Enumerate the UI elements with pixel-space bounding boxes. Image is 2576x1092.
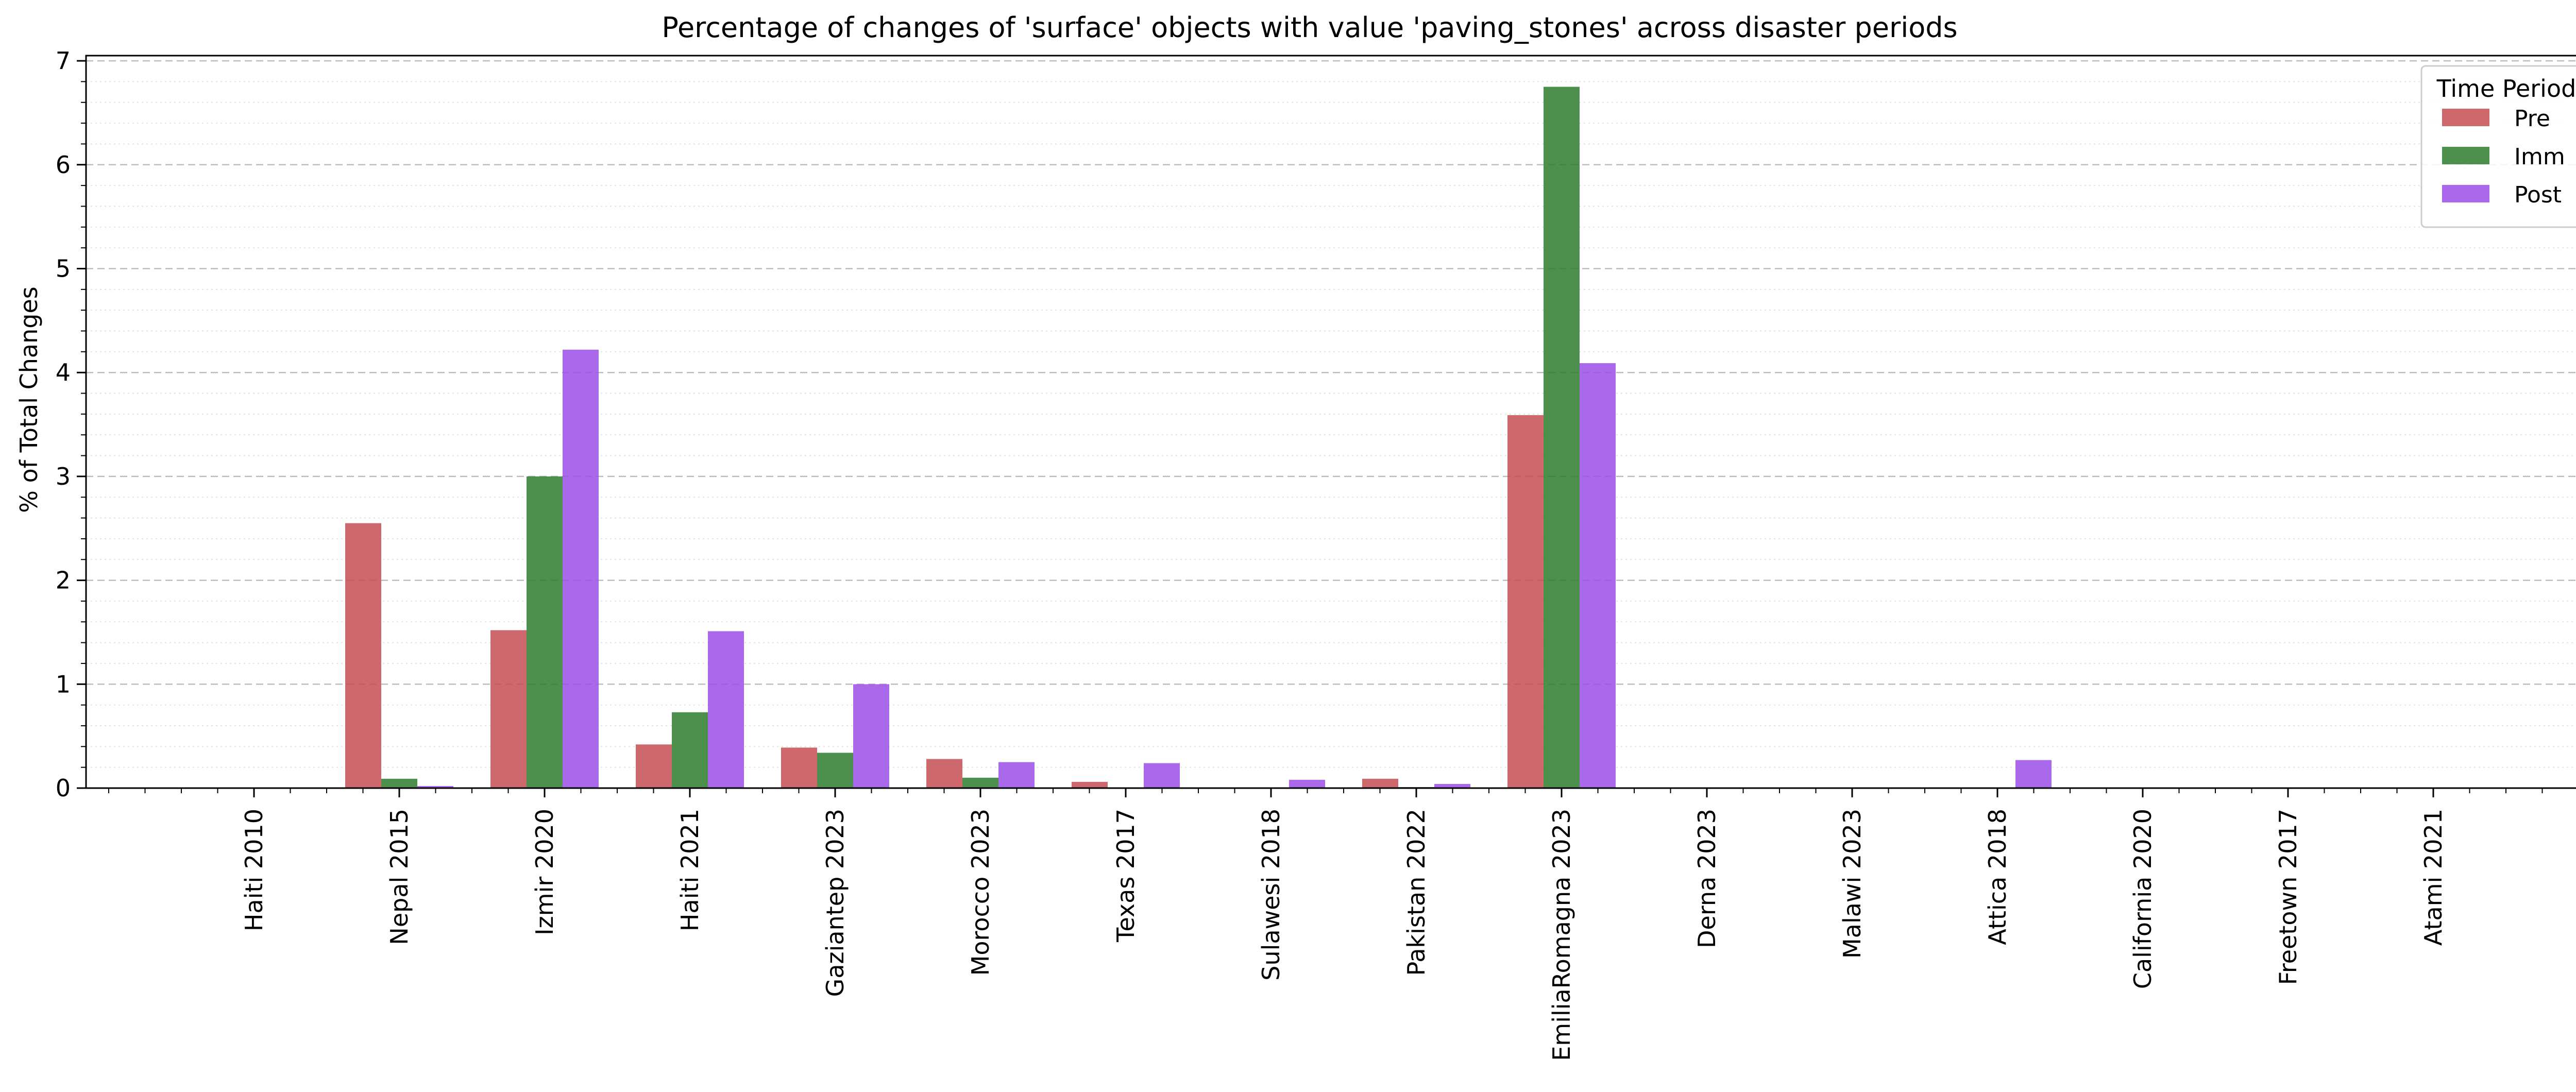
bar-post	[853, 684, 889, 788]
legend-swatch-pre	[2442, 109, 2489, 126]
x-tick-label: Haiti 2010	[240, 809, 268, 931]
legend: Time Period Pre Imm Post	[2420, 65, 2576, 228]
bar-post	[2015, 760, 2052, 788]
x-tick-label: Izmir 2020	[531, 809, 558, 935]
bar-pre	[1507, 415, 1544, 788]
grid-lines	[86, 60, 2576, 768]
legend-label-pre: Pre	[2514, 106, 2550, 132]
y-tick-label: 7	[56, 47, 71, 75]
y-axis: 0 1 2 3 4 5 6 7	[56, 47, 86, 802]
y-tick-label: 3	[56, 463, 71, 490]
x-axis: Haiti 2010 Nepal 2015 Izmir 2020 Haiti 2021…	[108, 788, 2543, 1061]
y-tick-label: 1	[56, 670, 71, 698]
x-tick-label: Texas 2017	[1112, 809, 1140, 943]
legend-swatch-post	[2442, 185, 2489, 202]
x-tick-label: Malawi 2023	[1838, 809, 1866, 959]
bar-imm	[527, 476, 563, 788]
x-tick-label: Atami 2021	[2419, 809, 2447, 946]
bar-pre	[636, 744, 672, 788]
x-tick-label: EmiliaRomagna 2023	[1548, 809, 1575, 1061]
bar-pre	[1072, 781, 1108, 788]
bar-pre	[345, 523, 381, 788]
bar-imm	[381, 778, 417, 788]
y-tick-label: 0	[56, 774, 71, 802]
bar-pre	[781, 747, 817, 788]
bar-pre	[490, 630, 527, 788]
legend-title: Time Period	[2436, 75, 2576, 103]
plot-frame	[85, 55, 2576, 789]
bar-imm	[1544, 87, 1580, 789]
bar-post	[998, 762, 1035, 788]
x-tick-label: Haiti 2021	[676, 809, 704, 931]
bar-pre	[1362, 778, 1398, 788]
bars	[345, 87, 2052, 789]
x-tick-label: Morocco 2023	[967, 809, 994, 976]
x-tick-label: Derna 2023	[1693, 809, 1721, 948]
bar-post	[708, 631, 744, 788]
bar-post	[417, 786, 453, 788]
bar-pre	[926, 759, 962, 788]
legend-label-post: Post	[2514, 182, 2562, 208]
bar-post	[1144, 763, 1180, 788]
legend-label-imm: Imm	[2514, 144, 2565, 170]
bar-imm	[962, 777, 998, 788]
x-tick-label: Nepal 2015	[385, 809, 413, 945]
x-tick-label: Attica 2018	[1984, 809, 2011, 945]
x-tick-label: Pakistan 2022	[1402, 809, 1430, 976]
bar-post	[1580, 363, 1616, 788]
x-tick-label: Sulawesi 2018	[1257, 809, 1285, 981]
legend-entries: Pre Imm Post	[2442, 106, 2565, 208]
x-tick-label: California 2020	[2129, 809, 2157, 989]
x-tick-label: Gaziantep 2023	[821, 809, 849, 997]
y-tick-label: 4	[56, 359, 71, 386]
bar-imm	[817, 753, 853, 788]
y-tick-label: 6	[56, 151, 71, 179]
legend-swatch-imm	[2442, 147, 2489, 164]
bar-imm	[672, 712, 708, 788]
chart-title: Percentage of changes of 'surface' objec…	[662, 11, 1957, 44]
y-axis-label: % of Total Changes	[15, 286, 43, 513]
bar-post	[1434, 783, 1470, 788]
y-tick-label: 2	[56, 567, 71, 594]
x-tick-label: Freetown 2017	[2274, 809, 2302, 985]
bar-post	[1289, 779, 1325, 788]
y-tick-label: 5	[56, 254, 71, 282]
bar-post	[563, 349, 599, 788]
